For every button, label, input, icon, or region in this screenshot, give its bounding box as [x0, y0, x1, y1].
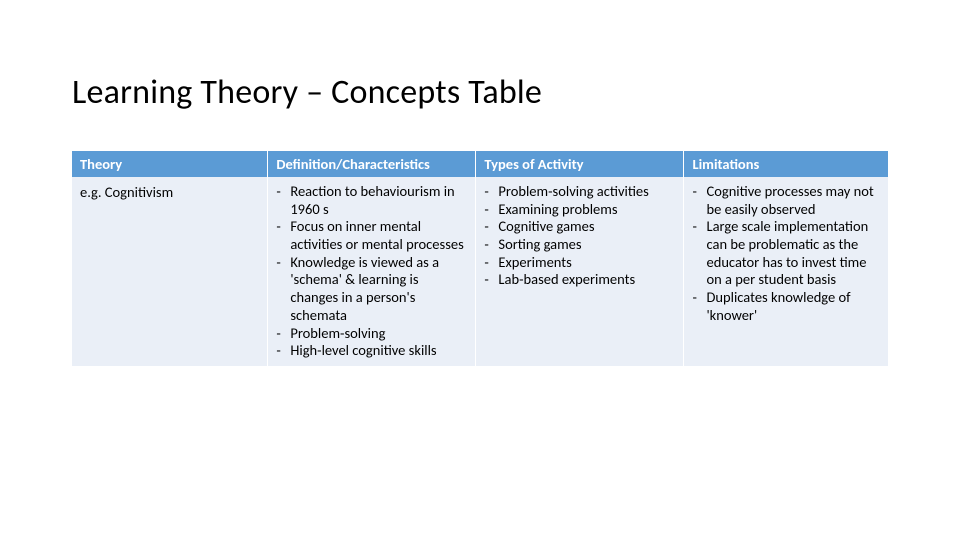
- list-item-text: Examining problems: [498, 201, 677, 219]
- list-item-text: Knowledge is viewed as a 'schema' & lear…: [290, 254, 469, 325]
- definition-list: -Reaction to behaviourism in 1960 s-Focu…: [276, 183, 469, 360]
- list-item: -Knowledge is viewed as a 'schema' & lea…: [276, 254, 469, 325]
- bullet-dash: -: [484, 271, 498, 289]
- list-item-text: High-level cognitive skills: [290, 342, 469, 360]
- limitations-list: -Cognitive processes may not be easily o…: [692, 183, 882, 325]
- theory-name: e.g. Cognitivism: [80, 183, 261, 201]
- list-item-text: Duplicates knowledge of 'knower': [706, 289, 882, 324]
- list-item: -Problem-solving: [276, 325, 469, 343]
- list-item-text: Cognitive games: [498, 218, 677, 236]
- list-item: -High-level cognitive skills: [276, 342, 469, 360]
- bullet-dash: -: [484, 201, 498, 219]
- list-item-text: Lab-based experiments: [498, 271, 677, 289]
- list-item: -Reaction to behaviourism in 1960 s: [276, 183, 469, 218]
- col-header-definition: Definition/Characteristics: [268, 151, 476, 177]
- bullet-dash: -: [276, 183, 290, 201]
- list-item-text: Problem-solving activities: [498, 183, 677, 201]
- table-row: e.g. Cognitivism -Reaction to behaviouri…: [72, 177, 888, 366]
- bullet-dash: -: [484, 254, 498, 272]
- col-header-limitations: Limitations: [684, 151, 888, 177]
- page-title: Learning Theory – Concepts Table: [72, 72, 888, 113]
- bullet-dash: -: [692, 183, 706, 201]
- cell-theory: e.g. Cognitivism: [72, 177, 268, 366]
- list-item: -Cognitive processes may not be easily o…: [692, 183, 882, 218]
- cell-definition: -Reaction to behaviourism in 1960 s-Focu…: [268, 177, 476, 366]
- concepts-table: Theory Definition/Characteristics Types …: [72, 151, 888, 366]
- table-header-row: Theory Definition/Characteristics Types …: [72, 151, 888, 177]
- list-item-text: Sorting games: [498, 236, 677, 254]
- cell-limitations: -Cognitive processes may not be easily o…: [684, 177, 888, 366]
- list-item-text: Focus on inner mental activities or ment…: [290, 218, 469, 253]
- bullet-dash: -: [692, 218, 706, 236]
- list-item-text: Experiments: [498, 254, 677, 272]
- types-list: -Problem-solving activities-Examining pr…: [484, 183, 677, 289]
- bullet-dash: -: [484, 183, 498, 201]
- list-item-text: Cognitive processes may not be easily ob…: [706, 183, 882, 218]
- bullet-dash: -: [692, 289, 706, 307]
- col-header-theory: Theory: [72, 151, 268, 177]
- list-item-text: Large scale implementation can be proble…: [706, 218, 882, 289]
- bullet-dash: -: [276, 325, 290, 343]
- list-item: -Cognitive games: [484, 218, 677, 236]
- col-header-types: Types of Activity: [476, 151, 684, 177]
- list-item: -Duplicates knowledge of 'knower': [692, 289, 882, 324]
- list-item-text: Reaction to behaviourism in 1960 s: [290, 183, 469, 218]
- list-item: -Focus on inner mental activities or men…: [276, 218, 469, 253]
- list-item: -Problem-solving activities: [484, 183, 677, 201]
- list-item-text: Problem-solving: [290, 325, 469, 343]
- bullet-dash: -: [276, 342, 290, 360]
- bullet-dash: -: [276, 254, 290, 272]
- list-item: -Experiments: [484, 254, 677, 272]
- list-item: -Lab-based experiments: [484, 271, 677, 289]
- bullet-dash: -: [276, 218, 290, 236]
- slide-page: Learning Theory – Concepts Table Theory …: [0, 0, 960, 366]
- bullet-dash: -: [484, 236, 498, 254]
- list-item: -Examining problems: [484, 201, 677, 219]
- list-item: -Large scale implementation can be probl…: [692, 218, 882, 289]
- list-item: -Sorting games: [484, 236, 677, 254]
- bullet-dash: -: [484, 218, 498, 236]
- cell-types: -Problem-solving activities-Examining pr…: [476, 177, 684, 366]
